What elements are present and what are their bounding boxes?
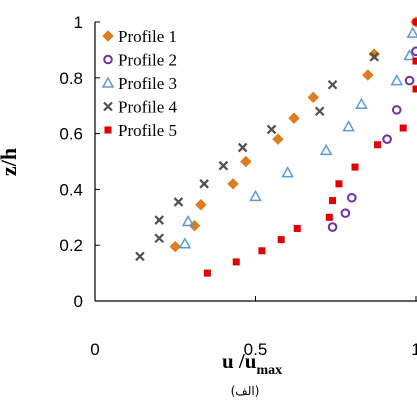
data-point-profile-3 [355, 97, 368, 110]
data-point-profile-5 [232, 258, 240, 266]
data-point-profile-4 [369, 52, 380, 62]
data-point-profile-5 [293, 224, 301, 232]
data-point-profile-1 [240, 155, 252, 168]
data-point-profile-5 [329, 197, 337, 205]
data-point-profile-5 [325, 213, 333, 221]
data-point-profile-2 [347, 192, 357, 203]
data-points [135, 16, 417, 277]
legend: Profile 1 Profile 2 Profile 3 Profile 4 Prof… [101, 27, 178, 140]
data-point-profile-5 [351, 163, 359, 171]
data-point-profile-2 [382, 134, 392, 144]
data-point-profile-4 [173, 197, 184, 207]
data-point-profile-1 [169, 240, 181, 253]
data-point-profile-3 [249, 189, 262, 202]
data-point-profile-1 [272, 133, 284, 145]
data-point-profile-5 [258, 247, 266, 255]
y-tick-label: 0.4 [59, 180, 83, 199]
legend-label-profile-5: Profile 5 [118, 121, 177, 140]
y-tick-labels: 0 0.2 0.4 0.6 0.8 1 [59, 13, 100, 311]
data-point-profile-4 [199, 179, 209, 189]
data-point-profile-4 [314, 106, 325, 117]
data-point-profile-3 [342, 120, 355, 132]
x-axis-label-subscript: max [256, 363, 282, 378]
data-point-profile-2 [327, 222, 338, 232]
data-point-profile-3 [403, 48, 416, 61]
data-point-profile-4 [154, 215, 164, 225]
data-point-profile-3 [281, 166, 294, 178]
legend-label-profile-1: Profile 1 [118, 27, 177, 46]
data-point-profile-3 [406, 26, 417, 38]
data-point-profile-5 [399, 124, 407, 132]
data-point-profile-5 [412, 57, 417, 65]
data-point-profile-5 [373, 141, 381, 149]
y-tick-label: 0.8 [59, 69, 83, 88]
y-tick-label: 0.2 [59, 236, 83, 255]
data-point-profile-5 [277, 236, 285, 244]
data-point-profile-1 [195, 199, 207, 211]
y-tick-label: 0.6 [59, 125, 83, 144]
data-point-profile-3 [319, 143, 333, 156]
data-point-profile-4 [237, 142, 248, 153]
data-point-profile-2 [411, 46, 417, 57]
legend-label-profile-3: Profile 3 [118, 74, 177, 93]
y-tick-label: 0 [74, 292, 83, 311]
legend-marker-profile-3 [101, 76, 115, 88]
data-point-profile-4 [218, 160, 229, 171]
legend-marker-profile-4 [103, 101, 113, 112]
y-axis-label: z/h [0, 148, 21, 176]
data-point-profile-2 [340, 208, 351, 218]
data-point-profile-4 [266, 124, 277, 135]
data-point-profile-1 [227, 178, 239, 190]
y-tick-label: 1 [74, 13, 83, 32]
data-point-profile-4 [327, 79, 338, 90]
x-tick-labels: 0 0.5 1 [90, 296, 417, 359]
legend-label-profile-4: Profile 4 [118, 98, 178, 117]
data-point-profile-4 [154, 233, 164, 244]
x-tick-label: 0 [90, 340, 99, 359]
data-point-profile-5 [335, 180, 343, 188]
data-point-profile-5 [412, 85, 417, 93]
data-point-profile-3 [178, 237, 192, 249]
data-point-profile-3 [181, 214, 195, 227]
data-point-profile-1 [362, 69, 374, 81]
x-axis-label-main: u /u [222, 349, 257, 373]
data-point-profile-1 [307, 91, 319, 104]
data-point-profile-4 [135, 251, 145, 262]
x-tick-label: 1 [411, 340, 417, 359]
figure-caption: (الف) [231, 384, 260, 398]
legend-label-profile-2: Profile 2 [118, 51, 177, 70]
data-point-profile-1 [288, 112, 300, 124]
data-point-profile-5 [203, 269, 211, 277]
legend-marker-profile-5 [104, 126, 112, 134]
data-point-profile-2 [391, 105, 402, 115]
x-axis-label: u /umax [222, 349, 282, 378]
x-tick-label: 0.5 [244, 340, 268, 359]
legend-marker-profile-2 [103, 54, 113, 65]
data-point-profile-5 [412, 18, 417, 26]
legend-marker-profile-1 [102, 30, 114, 42]
data-point-profile-2 [404, 75, 415, 86]
data-point-profile-3 [390, 74, 404, 86]
